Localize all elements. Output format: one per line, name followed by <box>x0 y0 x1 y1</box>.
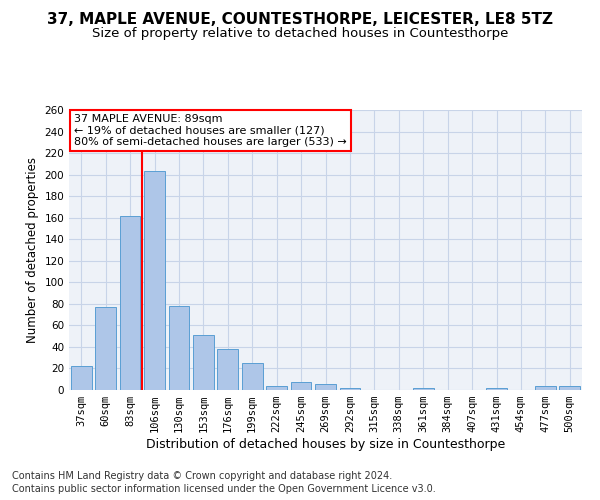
Bar <box>290 382 311 390</box>
Bar <box>315 384 336 390</box>
Y-axis label: Number of detached properties: Number of detached properties <box>26 157 39 343</box>
Bar <box>95 307 116 390</box>
Bar <box>559 386 580 390</box>
Bar <box>119 216 140 390</box>
Bar <box>144 172 165 390</box>
Bar <box>266 386 287 390</box>
Bar <box>413 388 434 390</box>
Text: 37, MAPLE AVENUE, COUNTESTHORPE, LEICESTER, LE8 5TZ: 37, MAPLE AVENUE, COUNTESTHORPE, LEICEST… <box>47 12 553 28</box>
Bar <box>486 388 507 390</box>
Text: Contains public sector information licensed under the Open Government Licence v3: Contains public sector information licen… <box>12 484 436 494</box>
Bar <box>169 306 190 390</box>
Text: Contains HM Land Registry data © Crown copyright and database right 2024.: Contains HM Land Registry data © Crown c… <box>12 471 392 481</box>
Text: Size of property relative to detached houses in Countesthorpe: Size of property relative to detached ho… <box>92 28 508 40</box>
X-axis label: Distribution of detached houses by size in Countesthorpe: Distribution of detached houses by size … <box>146 438 505 451</box>
Bar <box>71 366 92 390</box>
Bar <box>340 388 361 390</box>
Bar <box>217 349 238 390</box>
Text: 37 MAPLE AVENUE: 89sqm
← 19% of detached houses are smaller (127)
80% of semi-de: 37 MAPLE AVENUE: 89sqm ← 19% of detached… <box>74 114 347 148</box>
Bar <box>242 363 263 390</box>
Bar <box>193 335 214 390</box>
Bar <box>535 386 556 390</box>
